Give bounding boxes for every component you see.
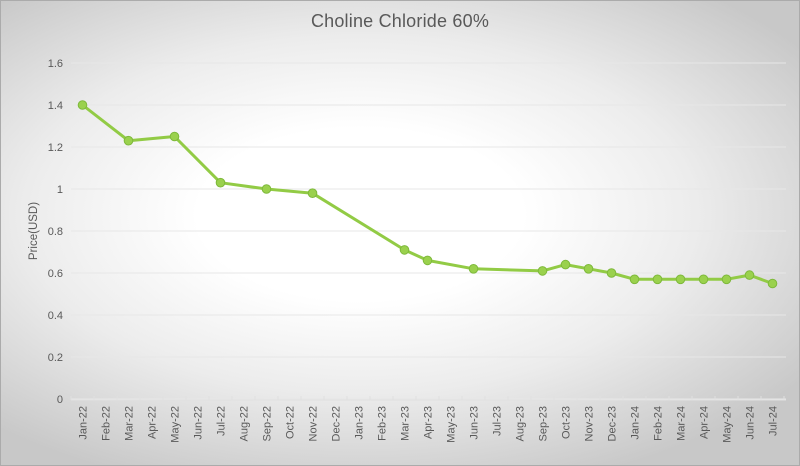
x-tick-label: Apr-24: [699, 406, 711, 439]
x-tick-label: Jan-22: [78, 406, 90, 440]
y-tick-label: 0.6: [48, 268, 63, 280]
data-point: [560, 259, 571, 270]
data-point: [422, 255, 433, 266]
x-tick-label: Mar-24: [676, 406, 688, 441]
data-point: [123, 135, 134, 146]
x-tick-label: Feb-23: [377, 406, 389, 441]
x-tick-label: Sep-22: [262, 406, 274, 441]
y-axis-title: Price(USD): [28, 202, 40, 260]
x-tick-label: Nov-22: [308, 406, 320, 441]
x-tick-label: May-22: [170, 406, 182, 443]
data-point: [399, 245, 410, 255]
x-tick-label: Sep-23: [538, 406, 550, 441]
y-tick-label: 0.2: [48, 352, 63, 364]
data-point: [77, 100, 88, 110]
x-tick-label: Jul-24: [768, 406, 780, 436]
data-point: [215, 177, 226, 188]
x-tick-label: Jun-22: [193, 406, 205, 440]
y-tick-label: 1.4: [48, 100, 63, 112]
data-point: [169, 131, 180, 142]
x-tick-label: Nov-23: [584, 406, 596, 441]
x-tick-label: Oct-23: [561, 406, 573, 439]
x-tick-label: Feb-24: [653, 406, 665, 441]
x-tick-label: Jun-24: [745, 406, 757, 440]
data-point: [583, 264, 594, 274]
y-tick-label: 1.6: [48, 58, 63, 70]
x-tick-label: Mar-22: [124, 406, 136, 441]
y-tick-label: 1: [57, 184, 63, 196]
data-point: [767, 278, 778, 289]
y-tick-label: 0.8: [48, 226, 63, 238]
data-point: [468, 264, 479, 274]
data-point: [652, 274, 663, 285]
x-tick-label: Feb-22: [101, 406, 113, 441]
x-tick-label: May-23: [446, 406, 458, 443]
data-point: [698, 274, 709, 285]
data-point: [629, 274, 640, 285]
x-tick-label: Apr-22: [147, 406, 159, 439]
x-tick-label: Aug-22: [239, 406, 251, 441]
x-tick-label: Jul-22: [216, 406, 228, 436]
x-tick-label: Jan-23: [354, 406, 366, 440]
x-tick-label: Mar-23: [400, 406, 412, 441]
x-tick-label: Jun-23: [469, 406, 481, 440]
x-tick-label: Dec-22: [331, 406, 343, 441]
y-tick-label: 1.2: [48, 142, 63, 154]
x-tick-label: Jul-23: [492, 406, 504, 436]
x-tick-label: May-24: [722, 406, 734, 443]
x-tick-label: Aug-23: [515, 406, 527, 441]
data-point: [675, 274, 686, 285]
x-tick-label: Jan-24: [630, 406, 642, 440]
data-point: [721, 274, 732, 285]
data-point: [537, 266, 548, 276]
x-tick-label: Apr-23: [423, 406, 435, 439]
chart-title: Choline Chloride 60%: [310, 11, 490, 31]
data-point: [606, 268, 617, 278]
data-point: [744, 270, 755, 280]
data-point: [261, 184, 272, 194]
x-tick-label: Oct-22: [285, 406, 297, 439]
y-tick-label: 0.4: [48, 310, 63, 322]
data-point: [307, 188, 318, 198]
x-tick-label: Dec-23: [607, 406, 619, 441]
y-tick-label: 0: [57, 394, 63, 406]
